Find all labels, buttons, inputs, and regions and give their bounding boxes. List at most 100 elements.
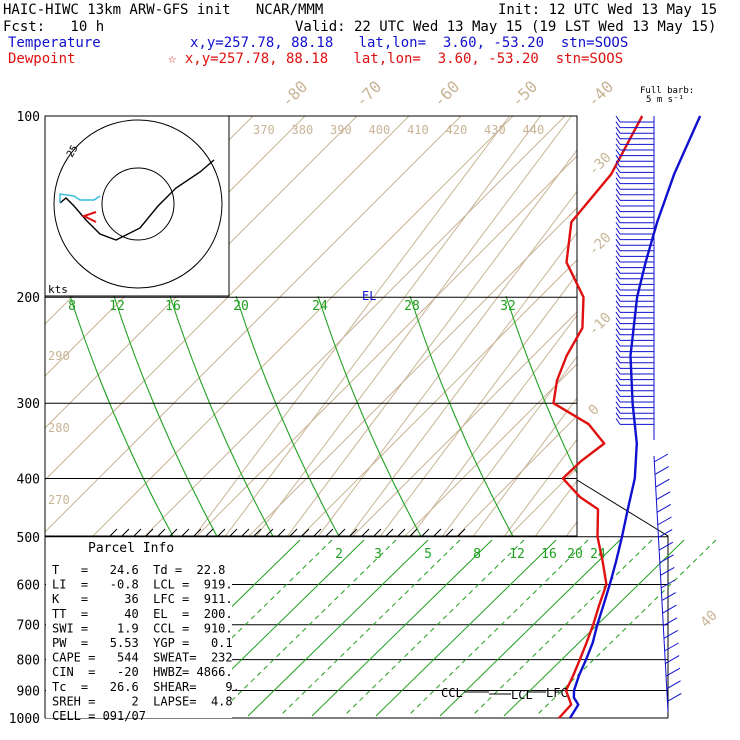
hatch-mark	[385, 528, 394, 537]
wind-barb	[663, 629, 679, 639]
mixing-ratio-lines	[69, 295, 577, 536]
wind-barb-flag	[615, 210, 621, 218]
pressure-label-500: 500	[17, 531, 40, 546]
wind-barb-flag	[615, 154, 621, 162]
isotherm-line	[647, 116, 740, 718]
wind-barb-flag	[615, 143, 621, 151]
wind-barb-flag	[615, 418, 621, 425]
wind-barb-flag	[615, 160, 621, 168]
mixing-ratio-line	[505, 295, 577, 475]
wind-barb-flag	[615, 222, 621, 229]
mixing-ratio-label: 8	[68, 299, 76, 314]
dry-adiabat-line	[352, 311, 577, 536]
hatch-mark	[265, 528, 274, 537]
wind-barb-flag	[615, 412, 621, 420]
wind-barb-flag	[615, 289, 621, 296]
isotherm-label: 40	[698, 608, 721, 631]
hatch-mark	[445, 528, 454, 537]
temperature-legend-label: Temperature	[8, 35, 101, 51]
wind-barb-flag	[615, 244, 621, 252]
plot-frame	[44, 115, 578, 537]
isotherm-label: 0	[586, 402, 603, 419]
wind-barb	[659, 554, 674, 564]
hatch-mark	[313, 528, 322, 537]
dry-adiabat-line	[92, 116, 514, 536]
hodograph-axis-label: kts	[48, 283, 68, 296]
mixing-ratio-line	[69, 295, 174, 536]
wind-barb	[660, 579, 676, 589]
dry-adiabat-line	[248, 207, 577, 536]
isotherm-line	[461, 116, 740, 718]
init-time: Init: 12 UTC Wed 13 May 15	[498, 2, 718, 18]
hodograph-trace-low	[59, 193, 101, 203]
hatch-mark	[457, 528, 466, 537]
hatch-mark	[397, 528, 406, 537]
storm-motion-marker	[81, 211, 97, 223]
wind-barb-flag	[615, 194, 621, 201]
hatch-mark	[277, 528, 286, 537]
wind-barb	[655, 491, 671, 501]
lower-mixing-line	[375, 539, 557, 717]
theta-label: 370	[253, 123, 275, 137]
parcel-info-row: LI = -0.8 LCL = 919.	[52, 578, 233, 592]
wind-barb-flag	[615, 283, 621, 291]
wind-barb	[661, 592, 676, 602]
dry-adiabat-line	[300, 259, 577, 536]
lower-mixing-line	[215, 539, 397, 717]
mixing-ratio-label: 12	[109, 299, 125, 314]
wind-barb-staff-lower	[653, 455, 669, 713]
isotherm-line	[534, 479, 577, 536]
isotherm-line	[410, 314, 577, 536]
hatch-mark	[433, 528, 442, 537]
parcel-info-row: CAPE = 544 SWEAT= 232	[52, 651, 233, 665]
mixing-ratio-line	[235, 295, 340, 536]
wind-barb	[657, 529, 673, 539]
wind-barb-flag	[615, 250, 621, 257]
hatch-mark	[325, 528, 334, 537]
mixing-ratio-label: 24	[312, 299, 328, 314]
mixing-ratio-line	[113, 295, 218, 536]
parcel-info-row: SREH = 2 LAPSE= 4.8	[52, 694, 233, 708]
hatch-mark	[349, 528, 358, 537]
hatch-mark	[121, 528, 130, 537]
isotherm-line	[193, 116, 510, 536]
hodograph-ring-label: 25	[65, 144, 81, 160]
theta-label: 410	[407, 123, 429, 137]
hatch-mark	[253, 528, 262, 537]
wind-barb-flag	[615, 166, 621, 173]
hatch-mark	[157, 528, 166, 537]
wind-barb-flag	[615, 121, 621, 128]
hatch-mark	[301, 528, 310, 537]
el-level-label: EL	[362, 289, 376, 303]
wind-barb-flag	[615, 300, 621, 308]
hatch-mark	[229, 528, 238, 537]
wind-barb	[655, 478, 670, 488]
wind-barb-flag	[615, 171, 621, 179]
wind-barb-flag	[615, 322, 621, 330]
wind-barb	[654, 466, 669, 476]
mixing-ratio-label: 8	[473, 547, 481, 562]
hatch-mark	[289, 528, 298, 537]
parcel-info-row: TT = 40 EL = 200.	[52, 607, 233, 621]
pressure-label-700: 700	[17, 619, 40, 634]
isotherm-line	[348, 231, 577, 536]
wind-barb	[667, 692, 682, 702]
mixing-ratio-label: 5	[424, 547, 432, 562]
hatch-mark	[133, 528, 142, 537]
wind-barb-flag	[615, 345, 621, 352]
isotherm-line	[286, 149, 577, 536]
wind-barb-flag	[615, 373, 621, 380]
wind-barb-flag	[615, 177, 621, 184]
pressure-label-200: 200	[17, 291, 40, 306]
wind-barb	[662, 604, 677, 614]
wind-barb-flag	[615, 182, 621, 190]
wind-barb-flag	[615, 390, 621, 397]
lower-mixing-line	[471, 539, 653, 717]
lower-mixing-line	[503, 539, 685, 717]
mixing-ratio-line	[169, 295, 274, 536]
hatch-mark	[109, 528, 118, 537]
dry-adiabat-line	[45, 116, 358, 429]
wind-barb	[653, 453, 669, 463]
mixing-ratio-label: 28	[404, 299, 420, 314]
isotherm-label: -40	[583, 77, 617, 111]
